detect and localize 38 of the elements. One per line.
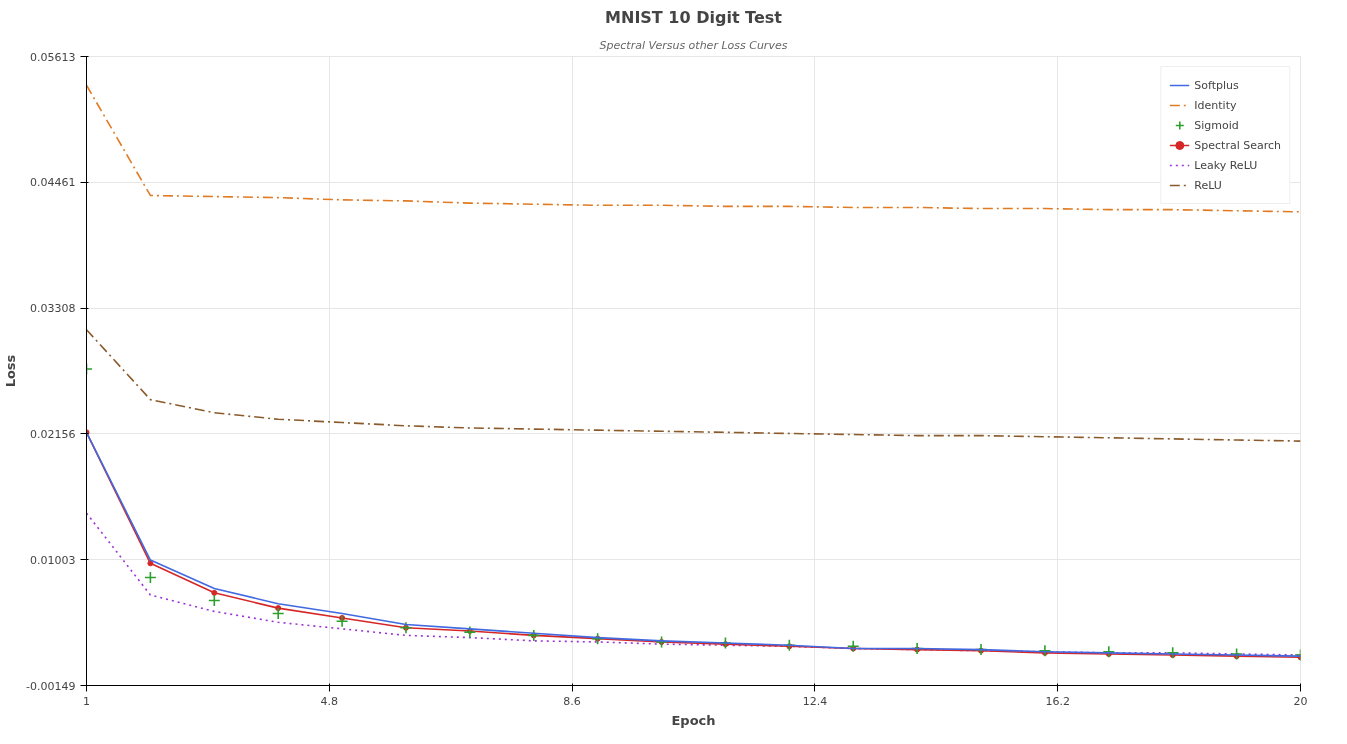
point	[846, 640, 860, 653]
y-tick-label: 0.04461	[30, 176, 76, 190]
point	[1230, 647, 1243, 661]
x-axis-title: Epoch	[671, 712, 716, 728]
point	[144, 571, 157, 584]
point	[655, 635, 668, 649]
x-tick-label: 12.4	[802, 694, 828, 708]
point	[1102, 645, 1116, 659]
point	[463, 625, 477, 639]
x-tick-label: 20	[1293, 694, 1308, 708]
y-tick-label: 0.03308	[30, 302, 76, 316]
legend-label: Sigmoid	[1194, 118, 1239, 132]
legend-label: Spectral Search	[1194, 138, 1281, 152]
point	[207, 594, 221, 607]
point	[211, 589, 218, 596]
point	[147, 560, 154, 567]
y-axis-title: Loss	[3, 354, 19, 388]
y-tick-label: 0.02156	[30, 427, 76, 441]
point	[399, 621, 413, 635]
x-tick-label: 8.6	[563, 694, 581, 708]
y-tick-label: 0.05613	[30, 50, 76, 64]
legend-label: ReLU	[1194, 178, 1222, 192]
legend-label: Leaky ReLU	[1194, 158, 1258, 172]
x-tick-label: 1	[83, 694, 90, 708]
x-tick-label: 16.2	[1045, 694, 1070, 708]
point	[527, 629, 541, 642]
chart-title: MNIST 10 Digit Test	[605, 7, 783, 27]
legend-label: Identity	[1194, 98, 1237, 112]
point	[271, 607, 285, 620]
y-tick-label: 0.01003	[30, 553, 76, 567]
point	[275, 605, 282, 612]
line-series	[86, 328, 1301, 442]
x-tick-label: 4.8	[320, 694, 339, 708]
y-tick-label: -0.00149	[26, 679, 76, 693]
point	[1166, 646, 1180, 660]
point	[335, 614, 349, 628]
chart-subtitle: Spectral Versus other Loss Curves	[599, 38, 788, 52]
legend-label: Softplus	[1194, 78, 1239, 92]
